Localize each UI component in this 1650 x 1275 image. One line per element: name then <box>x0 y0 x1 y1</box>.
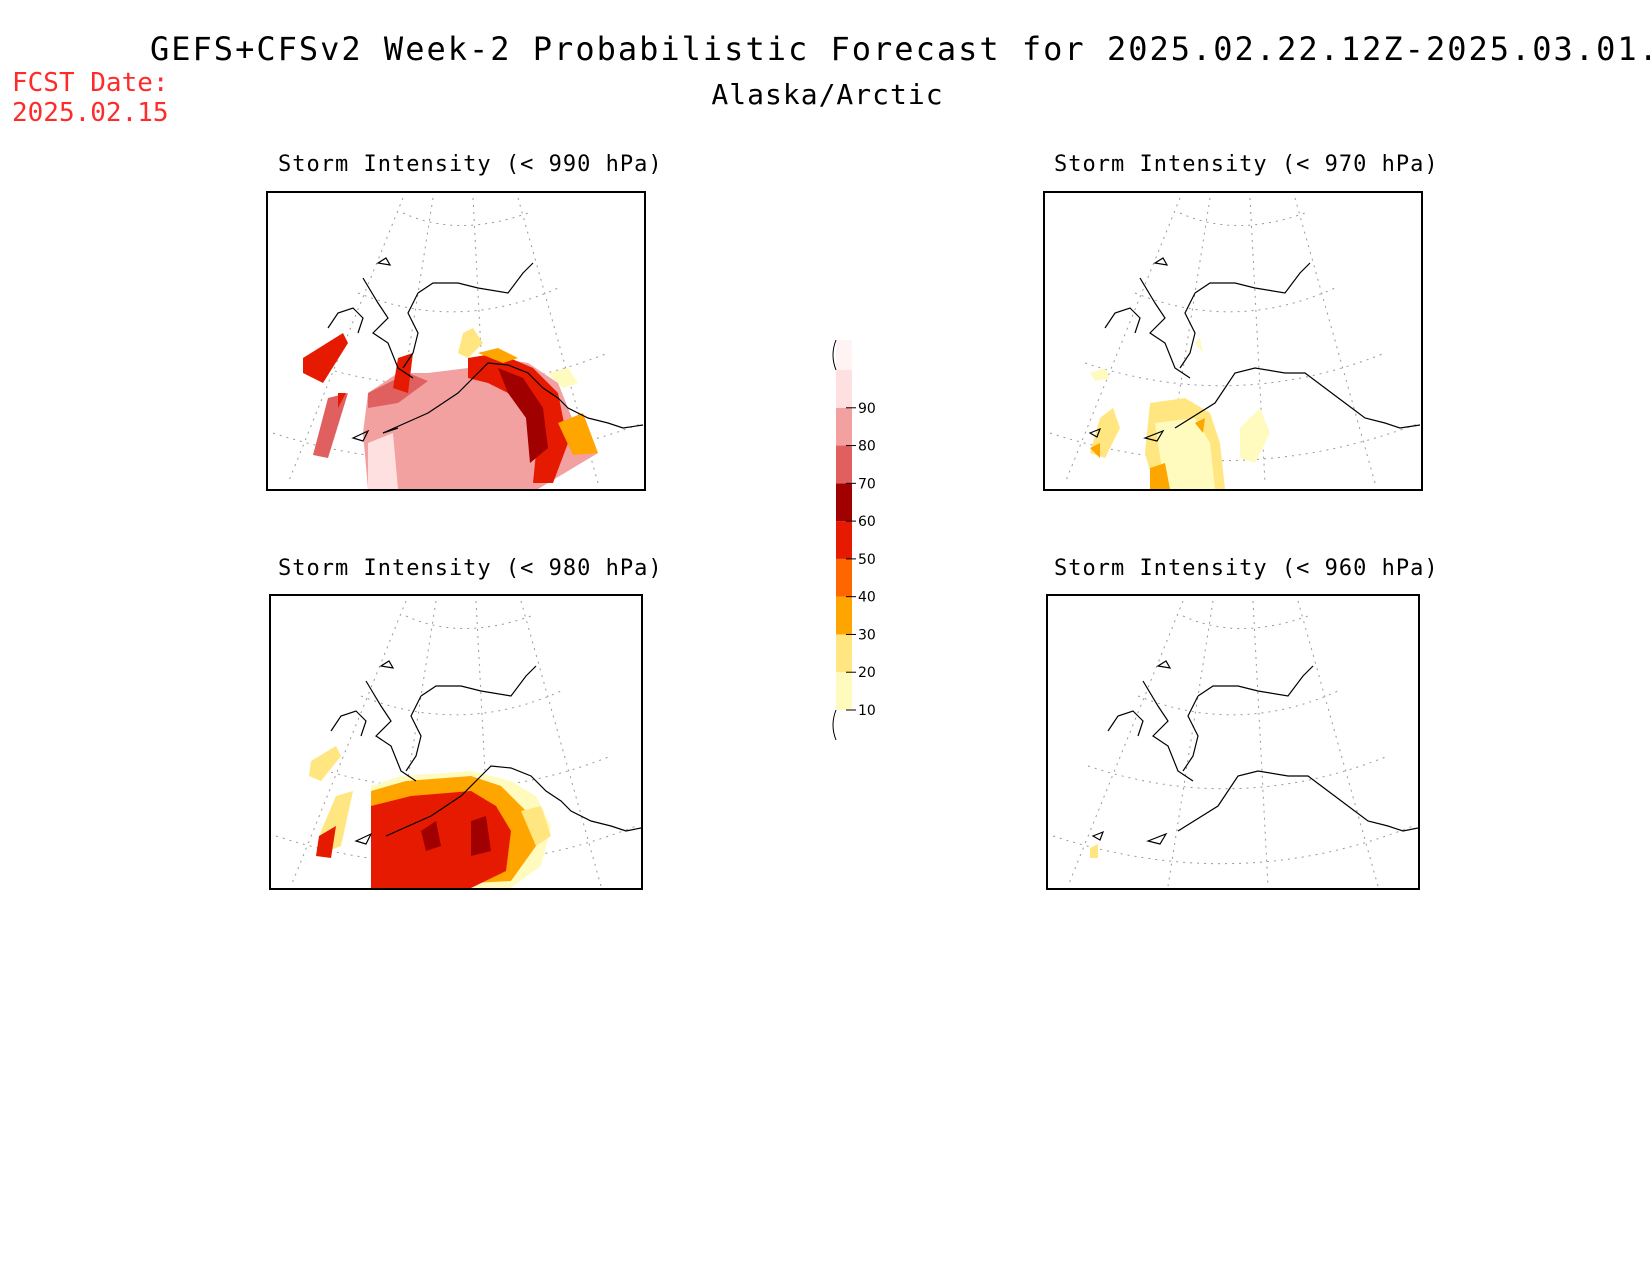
colorbar-label-30: 30 <box>858 627 876 643</box>
graticule <box>1049 197 1421 484</box>
colorbar-label-20: 20 <box>858 665 876 681</box>
coastline <box>1091 660 1418 845</box>
map-panel-960 <box>1046 594 1420 890</box>
probability-fill <box>1090 844 1098 858</box>
colorbar-label-40: 40 <box>858 590 876 606</box>
colorbar-swatch-60 <box>836 483 852 522</box>
colorbar-swatch-40 <box>836 558 852 597</box>
chart-title: GEFS+CFSv2 Week-2 Probabilistic Forecast… <box>150 30 1650 68</box>
map-panel-980 <box>269 594 643 890</box>
colorbar-swatch-90 <box>836 370 852 408</box>
colorbar-top-arrow <box>832 339 837 371</box>
probability-fill <box>303 328 598 489</box>
coastline <box>327 257 644 442</box>
probability-fill <box>309 746 551 888</box>
panel-title-990: Storm Intensity (< 990 hPa) <box>278 152 663 177</box>
colorbar-swatch-10 <box>836 672 852 710</box>
colorbar-label-90: 90 <box>858 401 876 417</box>
panel-title-970: Storm Intensity (< 970 hPa) <box>1054 152 1439 177</box>
colorbar-swatch-80 <box>836 407 852 446</box>
fcst-date-label: FCST Date: <box>12 68 169 98</box>
colorbar-swatch-30 <box>836 596 852 635</box>
coastline <box>1088 257 1421 442</box>
graticule <box>1052 600 1414 887</box>
colorbar: 10 20 30 40 50 60 70 80 90 <box>832 339 876 741</box>
colorbar-swatch-cap <box>836 340 852 370</box>
probability-fill <box>1090 338 1270 489</box>
colorbar-swatch-20 <box>836 634 852 673</box>
colorbar-label-50: 50 <box>858 552 876 568</box>
chart-subtitle: Alaska/Arctic <box>711 78 944 111</box>
panel-title-960: Storm Intensity (< 960 hPa) <box>1054 556 1439 581</box>
coastline <box>330 660 641 845</box>
fcst-date-value: 2025.02.15 <box>12 98 169 128</box>
colorbar-label-70: 70 <box>858 476 876 492</box>
colorbar-label-80: 80 <box>858 439 876 455</box>
colorbar-swatch-70 <box>836 445 852 484</box>
map-panel-990 <box>266 191 646 491</box>
colorbar-label-10: 10 <box>858 703 876 719</box>
map-panel-970 <box>1043 191 1423 491</box>
colorbar-swatch-50 <box>836 521 852 559</box>
colorbar-bottom-arrow <box>832 709 837 741</box>
panel-title-980: Storm Intensity (< 980 hPa) <box>278 556 663 581</box>
colorbar-label-60: 60 <box>858 514 876 530</box>
